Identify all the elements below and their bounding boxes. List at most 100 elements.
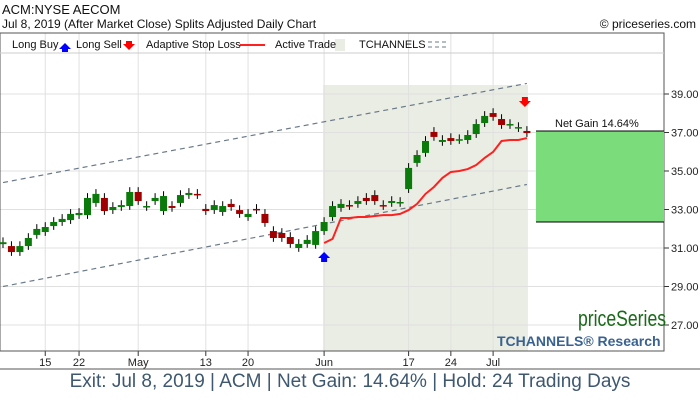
candle xyxy=(244,213,252,218)
candle xyxy=(489,113,497,117)
candle xyxy=(312,231,320,245)
candle xyxy=(320,222,328,232)
legend-tchannels: TCHANNELS xyxy=(359,39,426,51)
candle xyxy=(160,196,168,212)
tchannels-research: TCHANNELS® Research xyxy=(497,333,661,349)
priceseries-logo: priceSeries xyxy=(578,306,667,331)
y-tick-label: 33.00 xyxy=(671,205,699,217)
candle xyxy=(396,201,404,204)
candle xyxy=(481,115,489,124)
candle xyxy=(286,237,294,244)
chart-symbol: ACM:NYSE AECOM xyxy=(2,2,121,17)
candle xyxy=(523,130,531,134)
legend-sell-arrow-icon xyxy=(123,41,135,50)
candle xyxy=(303,239,311,244)
candle xyxy=(143,206,151,208)
candle xyxy=(438,140,446,142)
legend-long-sell: Long Sell xyxy=(76,39,122,51)
x-tick-label: May xyxy=(128,357,149,369)
x-tick-label: 20 xyxy=(242,357,254,369)
candle xyxy=(75,212,83,216)
x-tick-label: Jun xyxy=(315,357,333,369)
y-tick-label: 29.00 xyxy=(671,282,699,294)
net-gain-box xyxy=(536,130,664,223)
candle xyxy=(447,138,455,141)
legend-long-buy: Long Buy xyxy=(12,39,59,51)
candle xyxy=(295,243,303,248)
candle xyxy=(464,135,472,141)
stop-loss-line xyxy=(323,137,528,244)
candle xyxy=(134,191,142,202)
candle xyxy=(109,206,117,211)
x-tick-label: 24 xyxy=(445,357,457,369)
candle xyxy=(236,210,244,214)
channel-upper-line xyxy=(2,82,528,184)
candle xyxy=(117,205,125,207)
candle xyxy=(388,201,396,203)
x-tick-label: Jul xyxy=(486,357,500,369)
candle xyxy=(41,227,49,233)
candle xyxy=(253,208,260,211)
candle xyxy=(176,195,184,203)
candle xyxy=(202,208,210,212)
candle xyxy=(261,213,269,223)
chart-subtitle: Jul 8, 2019 (After Market Close) Splits … xyxy=(2,17,317,31)
candle xyxy=(16,246,24,253)
candle xyxy=(219,206,227,213)
candle xyxy=(455,139,463,141)
candle xyxy=(379,205,387,207)
channel-lower-line xyxy=(2,183,528,288)
legend-stop-loss: Adaptive Stop Loss xyxy=(146,39,241,51)
net-gain-label: Net Gain 14.64% xyxy=(555,118,639,130)
candle xyxy=(472,124,480,135)
candle xyxy=(193,193,201,196)
x-tick-label: 13 xyxy=(200,357,212,369)
candle xyxy=(33,228,41,235)
y-tick-label: 27.00 xyxy=(671,320,699,332)
legend-buy-arrow-icon xyxy=(59,43,71,52)
candle xyxy=(7,246,15,253)
candle xyxy=(329,206,337,218)
candle xyxy=(514,127,522,129)
candle xyxy=(0,242,7,245)
candle xyxy=(168,206,176,208)
candle xyxy=(100,197,108,212)
candle xyxy=(227,203,235,207)
y-tick-label: 37.00 xyxy=(671,128,699,140)
candle xyxy=(345,205,353,207)
y-tick-label: 35.00 xyxy=(671,166,699,178)
candle xyxy=(126,191,134,207)
candle xyxy=(354,201,362,204)
x-tick-label: 15 xyxy=(39,357,51,369)
candle xyxy=(405,167,413,190)
long-buy-arrow-icon xyxy=(318,252,331,262)
candle xyxy=(430,131,438,137)
candle xyxy=(269,231,277,238)
candle xyxy=(185,192,193,196)
long-sell-arrow-icon xyxy=(518,97,531,107)
y-tick-label: 39.00 xyxy=(671,89,699,101)
candle xyxy=(58,218,66,223)
legend-active-trade: Active Trade xyxy=(275,39,337,51)
candle xyxy=(92,193,100,203)
candle xyxy=(422,140,429,153)
candle xyxy=(210,205,218,211)
legend-active-swatch xyxy=(335,39,345,51)
x-tick-label: 17 xyxy=(402,357,414,369)
trade-summary: Exit: Jul 8, 2019 | ACM | Net Gain: 14.6… xyxy=(69,371,631,392)
candle xyxy=(67,213,75,221)
candle xyxy=(498,119,506,125)
candle xyxy=(84,197,91,216)
candle xyxy=(50,222,58,227)
candle xyxy=(371,195,379,202)
copyright: © priceseries.com xyxy=(599,17,696,31)
candle xyxy=(506,124,514,126)
y-tick-label: 31.00 xyxy=(671,243,699,255)
candle xyxy=(278,232,286,238)
candle xyxy=(24,237,32,247)
x-tick-label: 22 xyxy=(73,357,85,369)
candle xyxy=(151,197,159,202)
candle xyxy=(413,155,421,163)
